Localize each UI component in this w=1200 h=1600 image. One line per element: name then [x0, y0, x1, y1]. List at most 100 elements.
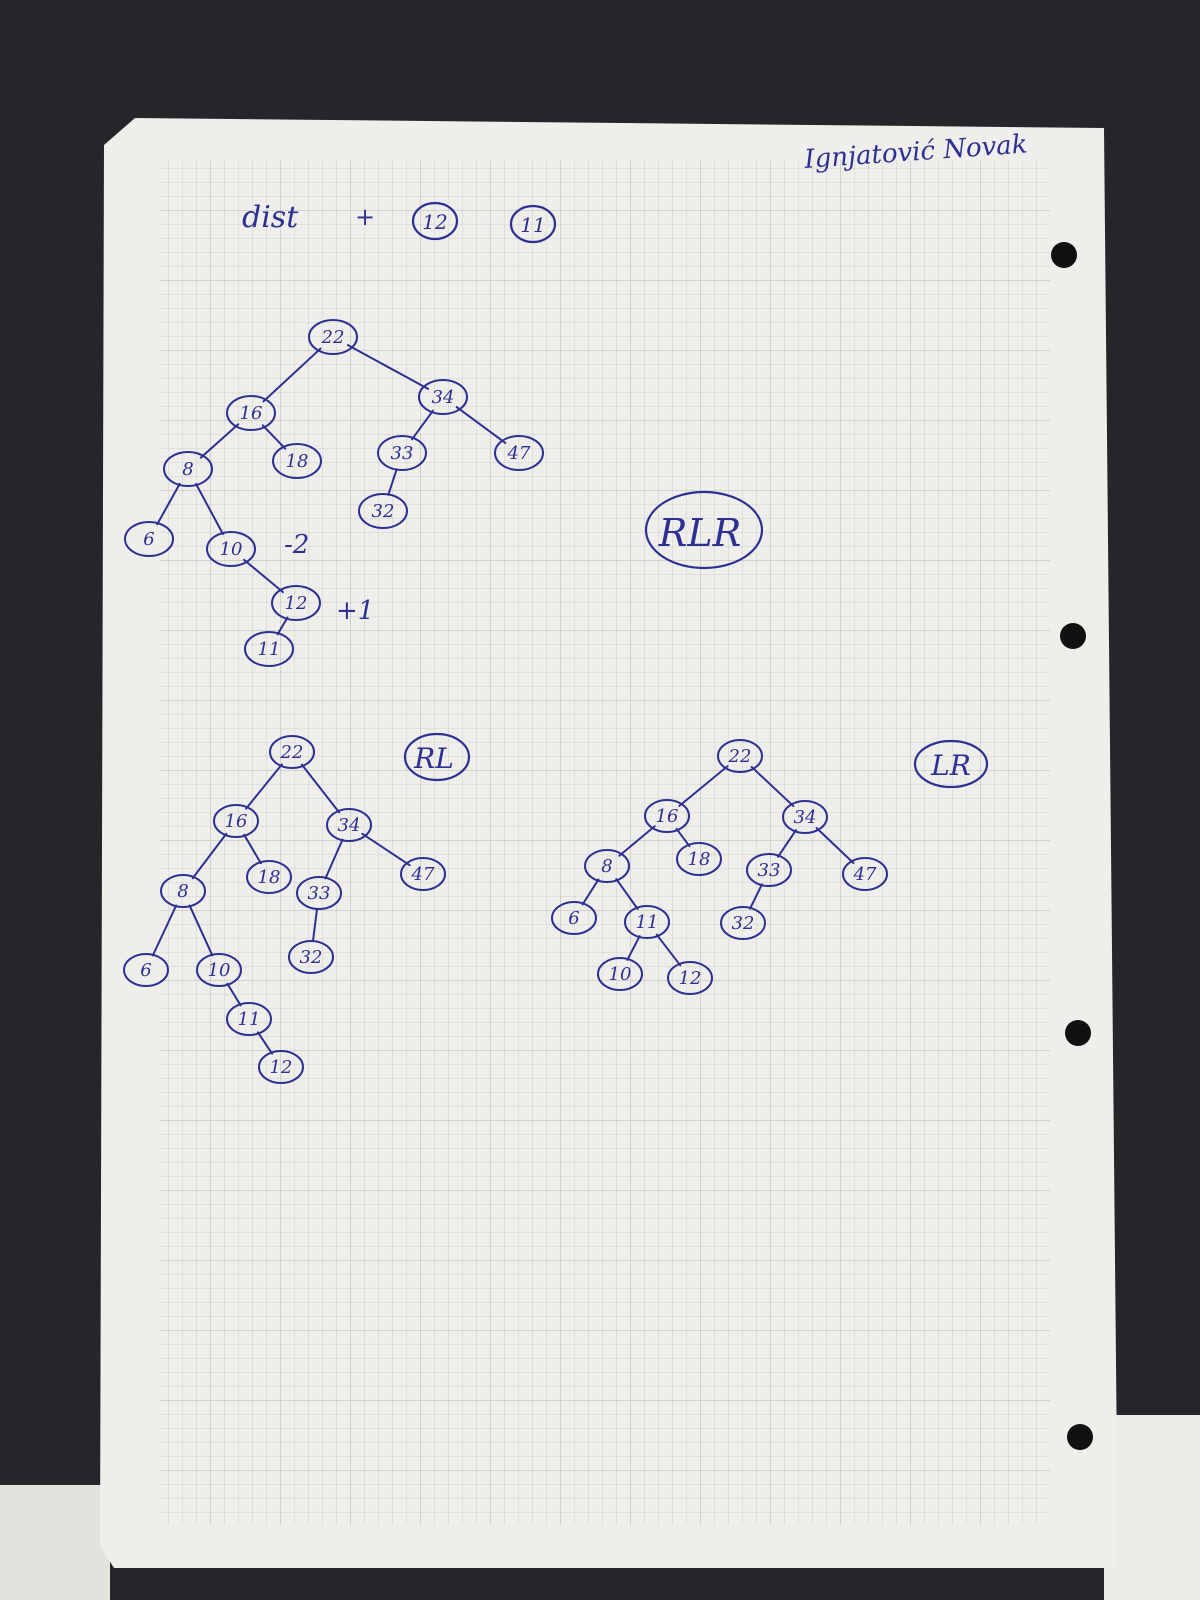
- svg-text:11: 11: [520, 213, 545, 237]
- tree-edge: [262, 347, 322, 403]
- tree-node-34: 34: [326, 808, 372, 842]
- punch-hole: [1067, 1424, 1093, 1450]
- node-circle: [676, 842, 722, 876]
- tree-edge: [191, 832, 228, 880]
- node-circle: [226, 1002, 272, 1036]
- tree-edge: [581, 878, 600, 906]
- tree-edge: [199, 423, 240, 459]
- tree-edge: [276, 616, 289, 636]
- tree-node-22: 22: [308, 319, 358, 355]
- tree-node-10: 10: [196, 953, 242, 987]
- node-key: 16: [225, 811, 248, 832]
- tree-node-34: 34: [782, 800, 828, 834]
- node-circle: [551, 901, 597, 935]
- tree-node-33: 33: [377, 435, 427, 471]
- balance-factor: -2: [284, 530, 309, 560]
- tree-edge: [151, 904, 178, 957]
- tree-edge: [300, 763, 341, 814]
- tree-node-32: 32: [288, 940, 334, 974]
- tree-after-insert: 22 16 34 8 18 33 47 6 10 32 12 11: [124, 319, 544, 667]
- tree-node-11: 11: [624, 905, 670, 939]
- node-circle: [326, 808, 372, 842]
- node-key: 8: [182, 459, 193, 480]
- tree-node-11: 11: [244, 631, 294, 667]
- tree-edge: [245, 763, 283, 810]
- tree-node-32: 32: [720, 906, 766, 940]
- desk-edge: [1104, 1415, 1200, 1600]
- tree-edge: [411, 409, 434, 441]
- tree-node-18: 18: [676, 842, 722, 876]
- node-key: 47: [853, 864, 877, 885]
- node-key: 22: [280, 742, 304, 763]
- tree-edge: [243, 558, 284, 594]
- desk-edge-left: [0, 1485, 110, 1600]
- node-key: 34: [338, 815, 361, 836]
- node-circle: [377, 435, 427, 471]
- node-key: 47: [507, 443, 531, 464]
- tree-edge: [618, 825, 656, 857]
- rotation-label-rlr: RLR: [644, 490, 764, 570]
- node-key: 18: [688, 849, 711, 870]
- node-key: 11: [238, 1009, 261, 1030]
- tree-node-47: 47: [400, 857, 446, 891]
- node-circle: [124, 521, 174, 557]
- tree-edge: [749, 883, 763, 910]
- tree-node-32: 32: [358, 493, 408, 529]
- tree-node-16: 16: [226, 395, 276, 431]
- node-key: 10: [220, 539, 243, 560]
- node-key: 12: [270, 1057, 293, 1078]
- node-circle: [400, 857, 446, 891]
- tree-edge: [387, 468, 398, 496]
- node-circle: [271, 585, 321, 621]
- tree-after-rl-step: 22 16 34 8 18 33 47 6 10 32 11 12: [123, 735, 446, 1084]
- node-key: 11: [636, 912, 659, 933]
- node-key: 12: [679, 968, 702, 989]
- node-key: 32: [300, 947, 323, 968]
- balance-factor: +1: [336, 596, 374, 626]
- tree-edge: [815, 827, 855, 864]
- tree-node-18: 18: [272, 443, 322, 479]
- tree-node-6: 6: [551, 901, 597, 935]
- tree-edge: [750, 765, 795, 808]
- node-circle: [213, 804, 259, 838]
- node-circle: [720, 906, 766, 940]
- node-key: 8: [601, 856, 612, 877]
- node-circle: [196, 953, 242, 987]
- tree-node-12: 12: [258, 1050, 304, 1084]
- node-key: 16: [240, 403, 263, 424]
- tree-edge: [195, 482, 224, 536]
- tree-edge: [243, 833, 262, 865]
- heading-dist: dist: [242, 200, 299, 235]
- node-circle: [782, 800, 828, 834]
- tree-edge: [156, 482, 181, 526]
- tree-edge: [346, 344, 430, 390]
- node-circle: [272, 443, 322, 479]
- tree-node-10: 10: [206, 531, 256, 567]
- tree-node-47: 47: [842, 857, 888, 891]
- node-circle: [296, 876, 342, 910]
- node-circle: [746, 853, 792, 887]
- tree-node-33: 33: [746, 853, 792, 887]
- node-key: 10: [208, 960, 231, 981]
- node-key: 8: [177, 881, 188, 902]
- tree-edge: [655, 933, 682, 967]
- tree-node-8: 8: [163, 451, 213, 487]
- tree-edge: [361, 832, 411, 867]
- tree-edge: [455, 406, 507, 444]
- tree-edge: [615, 878, 639, 910]
- paper-sheet: [100, 118, 1118, 1568]
- tree-node-47: 47: [494, 435, 544, 471]
- node-circle: [597, 957, 643, 991]
- node-key: 22: [321, 327, 345, 348]
- node-circle: [258, 1050, 304, 1084]
- node-circle: [226, 395, 276, 431]
- heading-plus: +: [355, 203, 375, 231]
- node-key: 34: [432, 387, 455, 408]
- tree-edge: [188, 904, 214, 957]
- node-key: 11: [258, 639, 281, 660]
- node-circle: [717, 739, 763, 773]
- svg-text:LR: LR: [930, 749, 971, 782]
- node-key: 16: [656, 806, 679, 827]
- node-circle: [288, 940, 334, 974]
- tree-edge: [678, 765, 729, 807]
